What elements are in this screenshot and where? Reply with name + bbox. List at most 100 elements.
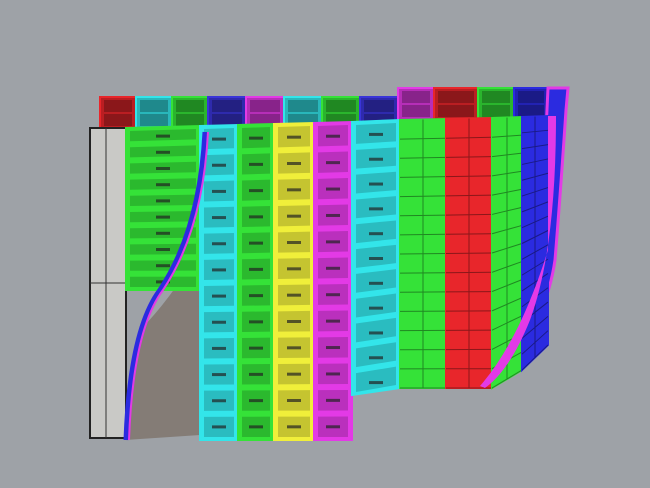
panel-label [369, 356, 383, 360]
panel-label [212, 294, 226, 298]
panel-label [212, 163, 226, 167]
panel-label [156, 150, 170, 154]
panel-label [326, 372, 340, 376]
panel-column [199, 123, 239, 441]
panel-label [249, 189, 263, 193]
back-panel-cell [518, 91, 544, 103]
panel-cell [356, 342, 396, 368]
back-panel-cell [250, 100, 280, 112]
magenta-edge [480, 116, 556, 388]
panel-column-body [313, 120, 353, 441]
back-panel-cell [518, 105, 544, 117]
panel-label [287, 162, 301, 165]
panel-label [156, 264, 170, 268]
back-panel-cell [212, 100, 242, 112]
back-panel-cell [176, 100, 204, 112]
panel-label [326, 398, 340, 402]
back-panel-cell [482, 91, 510, 103]
panel-column [445, 116, 493, 389]
panel-label [156, 183, 170, 187]
panel-label [249, 162, 263, 166]
panel-cell [356, 196, 396, 219]
panel-label [369, 381, 383, 385]
back-panel-cell [140, 100, 168, 112]
panel-label [212, 399, 226, 403]
back-panel-cell [176, 114, 204, 126]
panel-label [212, 373, 226, 377]
panel-label [369, 182, 383, 186]
panel-label [369, 281, 383, 285]
panel-label [212, 425, 226, 429]
panel-label [287, 372, 301, 376]
panel-label [369, 207, 383, 211]
panel-column [399, 117, 447, 389]
panel-label [326, 346, 340, 350]
back-panel-cell [482, 105, 510, 117]
panel-label [326, 293, 340, 297]
front-panel-surface [123, 114, 556, 441]
back-panel-cell [326, 100, 356, 112]
panel-label [369, 306, 383, 310]
back-panel-cell [402, 105, 430, 117]
panel-label [369, 157, 383, 161]
panel-label [212, 137, 226, 141]
panel-label [156, 248, 170, 251]
panel-label [249, 346, 263, 350]
panel-label [326, 425, 340, 429]
panel-label [369, 232, 383, 236]
panel-cell [356, 220, 396, 244]
panel-label [249, 425, 263, 429]
panel-label [369, 331, 383, 335]
back-panel-cell [438, 105, 474, 117]
back-panel-cell [140, 114, 168, 126]
panel-label [326, 266, 340, 270]
panel-column [125, 124, 201, 291]
panel-cell [356, 293, 396, 318]
panel-column [237, 122, 275, 441]
shadow-surface [126, 250, 200, 440]
panel-label [287, 293, 301, 297]
panel-label [249, 267, 263, 271]
panel-cell [356, 244, 396, 268]
panel-label [287, 241, 301, 244]
panel-label [212, 346, 226, 350]
back-panel-cell [250, 114, 280, 126]
panel-label [249, 241, 263, 245]
panel-column [313, 120, 353, 441]
panel-column [491, 115, 523, 390]
panel-label [326, 187, 340, 191]
panel-label [249, 294, 263, 298]
panel-label [249, 399, 263, 403]
panel-label [287, 399, 301, 402]
back-panel-cell [212, 114, 242, 126]
panel-label [249, 320, 263, 324]
panel-label [156, 231, 170, 235]
panel-label [287, 267, 301, 271]
panel-label [249, 136, 263, 140]
back-panel-cell [438, 91, 474, 103]
panel-label [249, 372, 263, 376]
panel-cell [356, 366, 396, 392]
panel-label [212, 242, 226, 246]
panel-label [287, 425, 301, 429]
panel-column [273, 121, 315, 441]
panel-label [212, 189, 226, 193]
panel-label [156, 167, 170, 170]
panel-label [287, 320, 301, 323]
back-panel-cell [402, 91, 430, 103]
panel-label [326, 213, 340, 217]
panel-label [326, 134, 340, 138]
panel-label [287, 214, 301, 218]
panel-label [212, 216, 226, 220]
panel-column [351, 118, 401, 397]
panel-column [521, 114, 549, 373]
panel-cell [356, 269, 396, 293]
back-panel-cell [288, 100, 318, 112]
panel-label [326, 161, 340, 165]
curved-mullion [123, 131, 208, 441]
panel-label [326, 240, 340, 244]
panel-label [287, 135, 301, 139]
panel-label [287, 346, 301, 350]
